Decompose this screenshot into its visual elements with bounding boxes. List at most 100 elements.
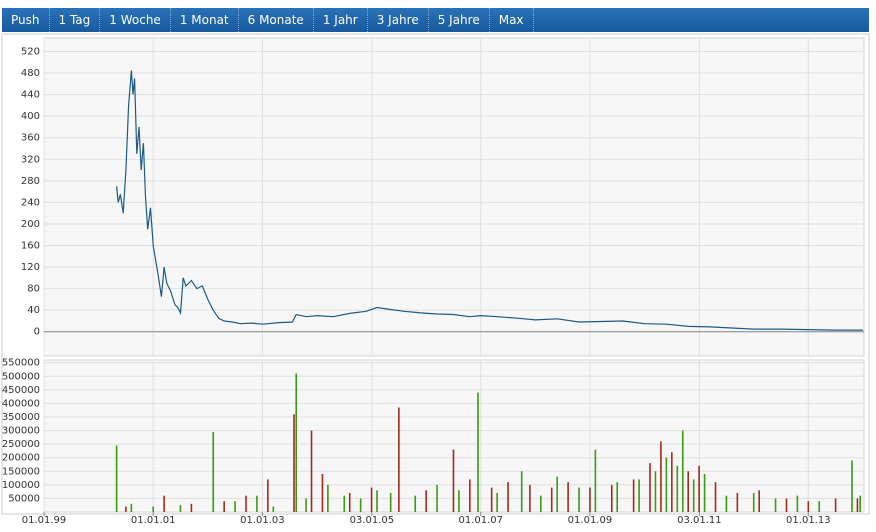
volume-bar [665,457,668,512]
tab[interactable]: Push [2,8,50,32]
volume-bar [692,479,695,512]
tab-bar: Push 1 Tag 1 Woche 1 Monat 6 Monate 1 Jahr 3 J… [2,8,869,32]
volume-bar [529,484,531,512]
volume-bar [469,479,471,512]
y-tick-label: 160 [21,241,40,252]
x-tick-label: 01.01.99 [22,515,67,526]
y-tick-label: 80 [27,284,40,295]
volume-bar [681,430,684,512]
volume-bar [796,495,799,512]
volume-bar [774,498,777,512]
y-tick-label: 360 [21,133,40,144]
tab[interactable]: 1 Woche [100,8,171,32]
volume-bar [425,490,427,512]
volume-bar [305,498,307,512]
volume-bar [736,493,739,512]
x-tick-label: 03.01.11 [677,515,722,526]
y-tick-label: 100000 [2,480,40,491]
volume-bar [321,474,324,512]
volume-bar [458,490,460,512]
volume-bar [660,441,662,512]
volume-bar [115,445,118,512]
y-tick-label: 40 [27,305,40,316]
x-tick-label: 01.01.13 [786,515,831,526]
y-tick-label: 450000 [2,385,40,396]
volume-bar [540,495,542,512]
volume-bar [370,487,373,512]
volume-bar [856,498,859,512]
volume-bar [234,501,236,512]
y-tick-label: 400 [21,111,40,122]
y-tick-label: 440 [21,90,40,101]
volume-bar [834,498,837,512]
y-tick-label: 150000 [2,466,40,477]
tab[interactable]: 1 Tag [50,8,101,32]
tab[interactable]: 1 Jahr [314,8,368,32]
volume-bar [507,482,509,512]
volume-bar [616,482,619,512]
tab[interactable]: 5 Jahre [429,8,490,32]
y-tick-label: 200 [21,219,40,230]
y-tick-label: 300000 [2,426,40,437]
tab[interactable]: 6 Monate [239,8,314,32]
volume-bar [807,501,810,512]
volume-bar [649,463,651,512]
volume-bar [859,495,861,512]
volume-bar [703,474,706,512]
y-tick-label: 0 [34,327,40,338]
volume-bar [632,479,635,512]
volume-bar [130,503,133,512]
volume-bar [496,493,498,512]
tab[interactable]: 3 Jahre [368,8,429,32]
volume-bar [818,501,821,512]
volume-bar [376,490,378,512]
volume-bar [223,501,225,512]
volume-bar [676,465,679,512]
volume-bar [567,482,569,512]
volume-bar [295,373,298,512]
volume-bar [610,484,613,512]
volume-bar [179,505,182,512]
volume-bar [414,495,417,512]
y-tick-label: 320 [21,154,40,165]
y-tick-label: 250000 [2,439,40,450]
x-tick-label: 01.01.09 [568,515,613,526]
y-tick-label: 480 [21,68,40,79]
volume-bar [212,431,215,512]
volume-bar [638,479,640,512]
volume-bar [578,487,580,512]
volume-bar [671,452,673,512]
y-tick-label: 350000 [2,412,40,423]
tab[interactable]: Max [490,8,534,32]
plot-area [43,37,865,357]
y-tick-label: 120 [21,262,40,273]
volume-bar [714,482,717,512]
volume-bar [190,503,193,512]
volume-bar [477,392,479,512]
volume-bar [359,498,362,512]
y-tick-label: 280 [21,176,40,187]
volume-bar [272,506,275,512]
volume-bar [556,476,558,512]
x-tick-label: 01.01.07 [458,515,503,526]
x-tick-label: 01.01.03 [240,515,285,526]
volume-bar [256,495,258,512]
volume-bar [520,471,523,512]
y-tick-label: 200000 [2,453,40,464]
volume-bar [758,490,760,512]
x-tick-label: 03.01.05 [350,515,395,526]
volume-bar [851,460,853,512]
volume-bar [550,487,553,512]
tab[interactable]: 1 Monat [171,8,239,32]
volume-bar [152,506,154,512]
volume-bar [687,471,690,512]
volume-bar [725,495,728,512]
volume-bar [698,465,700,512]
volume-bar [245,495,247,512]
x-tick-label: 01.01.01 [131,515,176,526]
volume-bar [436,484,438,512]
y-tick-label: 520 [21,46,40,57]
volume-bar [389,493,392,512]
volume-bar [125,506,127,512]
